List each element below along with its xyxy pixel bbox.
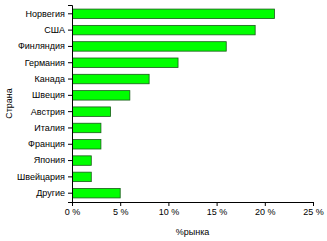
tick-label: 5 % [113, 207, 129, 217]
category-label: Япония [34, 155, 65, 165]
category-label: Германия [25, 58, 65, 68]
tick-mark [68, 176, 72, 177]
tick-mark [68, 62, 72, 63]
category-tick: Австрия [31, 107, 72, 117]
tick-mark [217, 202, 218, 206]
tick-label: 25 % [303, 207, 324, 217]
tick-mark [68, 30, 72, 31]
tick-mark [68, 95, 72, 96]
category-label: Франция [28, 139, 65, 149]
category-tick: Финляндия [18, 41, 72, 51]
bar [72, 107, 111, 116]
category-label: Норвегия [26, 9, 66, 19]
bar [72, 91, 130, 100]
bar [72, 140, 101, 149]
tick-label: 20 % [255, 207, 276, 217]
tick: 5 % [113, 202, 129, 217]
y-axis-title: Страна [4, 88, 14, 119]
bar [72, 74, 149, 83]
tick-mark [68, 79, 72, 80]
category-tick: США [44, 25, 72, 35]
bars [72, 9, 274, 198]
category-tick: Италия [34, 123, 72, 133]
bar [72, 42, 226, 51]
bar [72, 123, 101, 132]
category-tick: Другие [36, 188, 72, 198]
bar [72, 58, 178, 67]
category-tick: Франция [28, 139, 72, 149]
category-label: Швеция [32, 90, 65, 100]
category-tick: Канада [35, 74, 72, 84]
bar [72, 9, 274, 18]
tick: 25 % [303, 202, 324, 217]
tick-mark [120, 202, 121, 206]
tick: 0 % [65, 202, 81, 217]
category-label: Швейцария [17, 172, 65, 182]
tick-mark [265, 202, 266, 206]
tick-mark [68, 144, 72, 145]
category-tick: Норвегия [26, 9, 72, 19]
tick: 15 % [207, 202, 228, 217]
category-label: Италия [34, 123, 65, 133]
bar [72, 156, 91, 165]
category-label: Другие [36, 188, 65, 198]
tick-mark [68, 111, 72, 112]
category-tick: Швейцария [17, 172, 72, 182]
category-label: Австрия [31, 107, 65, 117]
category-label: США [44, 25, 65, 35]
tick-label: 0 % [65, 207, 81, 217]
tick-mark [68, 13, 72, 14]
plot: 0 % 5 % 10 % 15 % 20 % 25 % Норвегия США Финлянд… [17, 6, 324, 218]
tick: 20 % [255, 202, 276, 217]
chart: 0 % 5 % 10 % 15 % 20 % 25 % Норвегия США Финлянд… [0, 0, 327, 241]
y-axis: Норвегия США Финляндия Германия Канада Швеция… [17, 6, 73, 203]
tick-mark [68, 160, 72, 161]
x-axis: 0 % 5 % 10 % 15 % 20 % 25 % [65, 202, 324, 217]
axis-line [73, 203, 314, 207]
tick-label: 15 % [207, 207, 228, 217]
category-label: Финляндия [18, 41, 65, 51]
x-axis-title: %рынка [176, 227, 210, 237]
tick-mark [313, 202, 314, 206]
bar [72, 172, 91, 181]
tick-mark [68, 127, 72, 128]
bar [72, 188, 120, 197]
category-label: Канада [35, 74, 65, 84]
category-tick: Швеция [32, 90, 72, 100]
tick-mark [168, 202, 169, 206]
bar [72, 25, 255, 34]
axis-line [68, 6, 73, 203]
category-tick: Германия [25, 58, 72, 68]
tick-mark [68, 193, 72, 194]
tick-label: 10 % [159, 207, 180, 217]
tick-mark [68, 46, 72, 47]
category-tick: Япония [34, 155, 72, 165]
tick: 10 % [159, 202, 180, 217]
